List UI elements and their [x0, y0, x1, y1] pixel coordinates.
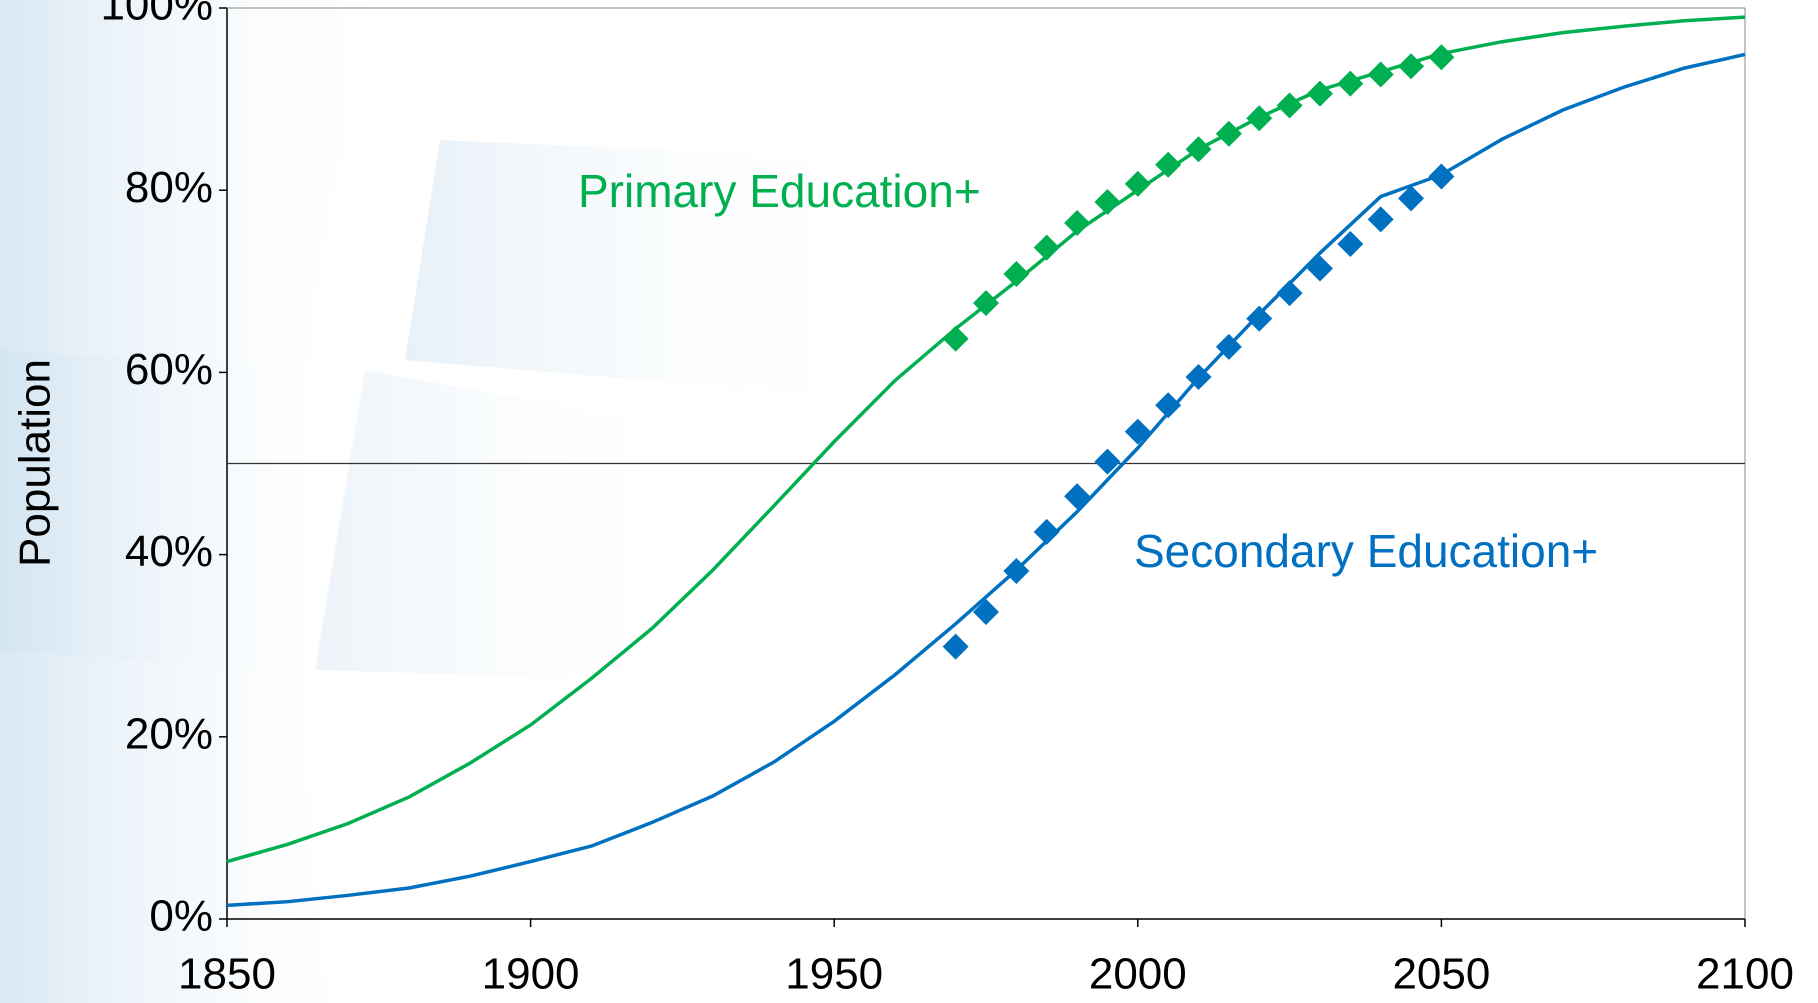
- data-marker: [1276, 280, 1303, 307]
- data-marker: [1398, 53, 1425, 80]
- data-marker: [942, 633, 969, 660]
- x-tick-label: 2050: [1392, 950, 1490, 999]
- data-marker: [1337, 70, 1364, 97]
- data-marker: [1094, 448, 1121, 475]
- data-marker: [1185, 136, 1212, 163]
- series-label: Primary Education+: [578, 165, 981, 217]
- data-marker: [1155, 151, 1182, 178]
- data-marker: [1215, 120, 1242, 147]
- data-marker: [1276, 92, 1303, 119]
- background-decoration: [0, 0, 900, 1003]
- series-line: [226, 52, 1746, 908]
- data-marker: [1033, 234, 1060, 261]
- y-tick-label: 60%: [125, 345, 213, 394]
- data-marker: [1367, 206, 1394, 233]
- x-tick-label: 2100: [1696, 950, 1794, 999]
- data-marker: [1246, 105, 1273, 132]
- data-marker: [1185, 363, 1212, 390]
- data-marker: [1428, 44, 1455, 71]
- x-tick-label: 1850: [178, 950, 276, 999]
- y-tick-label: 80%: [125, 163, 213, 212]
- x-tick-label: 2000: [1089, 950, 1187, 999]
- data-marker: [1246, 305, 1273, 332]
- data-marker: [1306, 80, 1333, 107]
- data-marker: [1398, 185, 1425, 212]
- data-marker: [1155, 392, 1182, 419]
- data-marker: [1306, 255, 1333, 282]
- data-marker: [1124, 418, 1151, 445]
- data-marker: [1215, 333, 1242, 360]
- y-tick-label: 100%: [100, 0, 213, 30]
- data-marker: [942, 325, 969, 352]
- x-tick-label: 1950: [785, 950, 883, 999]
- data-marker: [1428, 163, 1455, 190]
- data-marker: [1064, 209, 1091, 236]
- data-marker: [1337, 230, 1364, 257]
- data-marker: [1094, 189, 1121, 216]
- series-label: Secondary Education+: [1134, 525, 1598, 577]
- y-tick-label: 20%: [125, 709, 213, 758]
- data-marker: [1003, 261, 1030, 288]
- y-tick-label: 40%: [125, 527, 213, 576]
- data-marker: [973, 598, 999, 625]
- data-marker: [1003, 557, 1030, 584]
- data-marker: [1124, 170, 1151, 197]
- data-marker: [973, 290, 999, 317]
- y-tick-label: 0%: [149, 892, 213, 941]
- data-marker: [1064, 483, 1091, 510]
- data-marker: [1033, 518, 1060, 545]
- y-axis-label: Population: [11, 359, 60, 567]
- x-tick-label: 1900: [482, 950, 580, 999]
- data-marker: [1367, 61, 1394, 88]
